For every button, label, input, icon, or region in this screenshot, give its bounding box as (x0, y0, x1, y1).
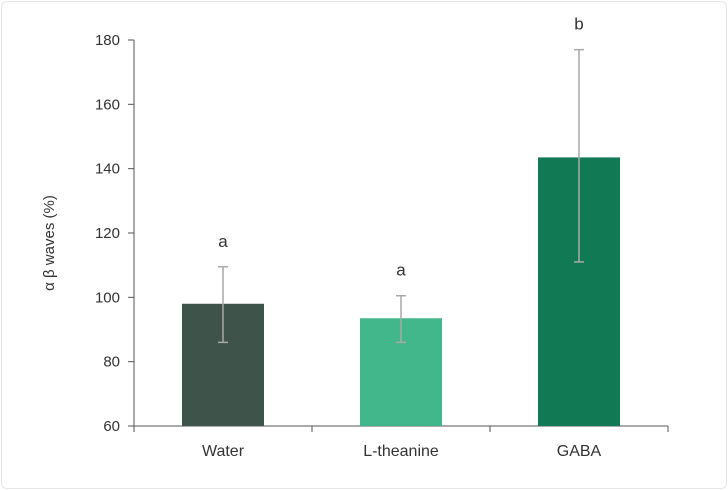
y-tick-label: 120 (95, 225, 120, 242)
y-tick-label: 160 (95, 96, 120, 113)
y-tick-label: 60 (103, 418, 120, 435)
labels: a Water a L-theanine b GABA (202, 15, 602, 460)
x-tick-label: L-theanine (363, 443, 439, 460)
y-tick-label: 100 (95, 289, 120, 306)
significance-label: a (218, 232, 228, 251)
y-axis-title: α β waves (%) (41, 195, 58, 291)
error-bar (574, 48, 584, 263)
x-tick-label: GABA (557, 443, 602, 460)
y-tick-label: 180 (95, 32, 120, 49)
y-tick-label: 80 (103, 354, 120, 371)
error-bar (218, 266, 228, 344)
x-tick-label: Water (202, 443, 245, 460)
y-tick-label: 140 (95, 161, 120, 178)
significance-label: a (396, 261, 406, 280)
bars (182, 48, 620, 427)
error-bar (396, 294, 406, 344)
significance-label: b (574, 15, 583, 34)
